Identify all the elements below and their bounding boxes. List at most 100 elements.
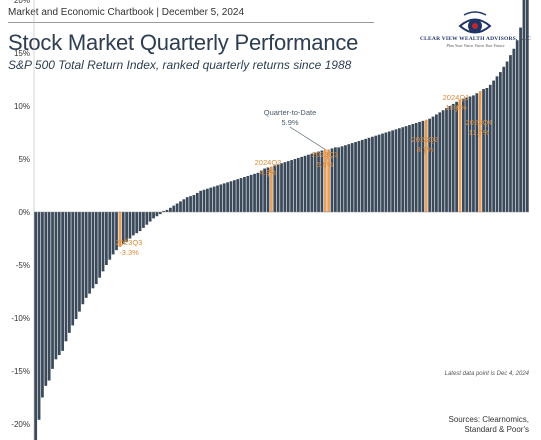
highlight-bar xyxy=(424,119,428,212)
bar xyxy=(78,212,81,312)
bar xyxy=(411,124,415,212)
bar xyxy=(280,163,283,212)
annotation-label: 2024Q2 xyxy=(255,158,282,167)
annotation-leader xyxy=(119,236,130,248)
bar xyxy=(185,197,189,212)
bar xyxy=(182,199,186,212)
bar xyxy=(239,178,243,212)
bar xyxy=(317,151,320,212)
bar xyxy=(206,188,209,212)
bar xyxy=(189,196,192,212)
bar xyxy=(525,0,529,212)
bar xyxy=(71,212,75,326)
bar xyxy=(387,131,391,212)
bar xyxy=(202,189,206,212)
y-tick-label: -20% xyxy=(11,420,30,429)
bar xyxy=(88,212,91,294)
bar xyxy=(179,201,182,212)
annotation-value: -3.3% xyxy=(119,248,139,257)
bar xyxy=(290,160,293,212)
bar xyxy=(192,195,196,212)
bar xyxy=(229,181,233,212)
bar xyxy=(148,212,152,222)
bar xyxy=(249,174,253,212)
bar xyxy=(64,212,68,342)
bar xyxy=(307,154,310,212)
bar xyxy=(448,106,452,212)
bar xyxy=(300,156,304,212)
bar xyxy=(401,127,405,212)
y-tick-label: 0% xyxy=(18,208,30,217)
bar xyxy=(357,140,361,212)
logo-tagline: Plan Your Vision Vision Your Future xyxy=(446,43,505,48)
highlight-bar xyxy=(327,149,331,212)
bar xyxy=(108,212,112,260)
bar xyxy=(169,207,172,212)
bar xyxy=(408,125,411,212)
annotation-leader xyxy=(455,99,461,113)
bar xyxy=(451,103,455,212)
bar xyxy=(428,118,432,212)
bar xyxy=(37,212,41,420)
annotation-label: 2023Q3 xyxy=(116,238,143,247)
bar xyxy=(522,0,526,212)
bar xyxy=(54,212,58,360)
bar xyxy=(475,93,479,212)
bar xyxy=(199,190,203,212)
page-title: Stock Market Quarterly Performance xyxy=(8,30,359,55)
bar xyxy=(61,212,64,351)
bar xyxy=(509,55,512,213)
bar xyxy=(91,212,95,289)
bar xyxy=(485,87,489,212)
annotation-label: 2023Q4 xyxy=(466,118,493,127)
bar xyxy=(360,139,364,212)
bar xyxy=(226,182,229,212)
bar xyxy=(41,212,44,398)
bar xyxy=(57,212,61,356)
annotation-leader xyxy=(289,126,326,150)
bar xyxy=(34,212,38,440)
bar xyxy=(397,128,401,212)
source-line-2: Standard & Poor's xyxy=(464,425,529,434)
eye-logo-icon xyxy=(458,11,492,34)
annotation-leader xyxy=(324,149,329,170)
annotation-leader xyxy=(267,166,272,178)
bar xyxy=(330,148,334,212)
chartbook-header: Market and Economic Chartbook | December… xyxy=(8,7,245,18)
page-subtitle: S&P 500 Total Return Index, ranked quart… xyxy=(8,58,352,72)
bar xyxy=(495,76,499,212)
bar xyxy=(377,134,381,212)
bar xyxy=(243,177,246,212)
bar xyxy=(468,96,472,212)
bar xyxy=(293,159,297,212)
bar xyxy=(47,212,51,381)
bar xyxy=(81,212,85,305)
bar xyxy=(441,110,445,212)
bar xyxy=(364,138,368,212)
bar xyxy=(138,212,142,232)
highlight-bar xyxy=(118,212,122,247)
bar xyxy=(421,120,425,212)
bar xyxy=(488,84,492,212)
bar xyxy=(283,162,287,212)
bar xyxy=(431,116,435,212)
bar xyxy=(367,137,371,212)
bar xyxy=(414,122,418,212)
bar xyxy=(465,97,469,212)
annotations-group: 2023Q3-3.3%2024Q24.3%Quarter-to-Date5.9%… xyxy=(116,91,493,257)
highlight-bar xyxy=(478,91,482,212)
bar xyxy=(461,98,465,212)
bar xyxy=(165,209,169,212)
bar xyxy=(172,205,176,212)
y-tick-label: 20% xyxy=(14,0,30,5)
bar xyxy=(84,212,88,298)
y-tick-label: -15% xyxy=(11,367,30,376)
annotation-leader xyxy=(478,91,481,138)
bar xyxy=(216,185,219,212)
latest-data-note: Latest data point is Dec 4, 2024 xyxy=(444,371,529,377)
bar xyxy=(125,212,128,242)
bar xyxy=(472,95,475,212)
bar xyxy=(51,212,54,369)
bar xyxy=(162,210,166,212)
bar xyxy=(505,61,509,213)
